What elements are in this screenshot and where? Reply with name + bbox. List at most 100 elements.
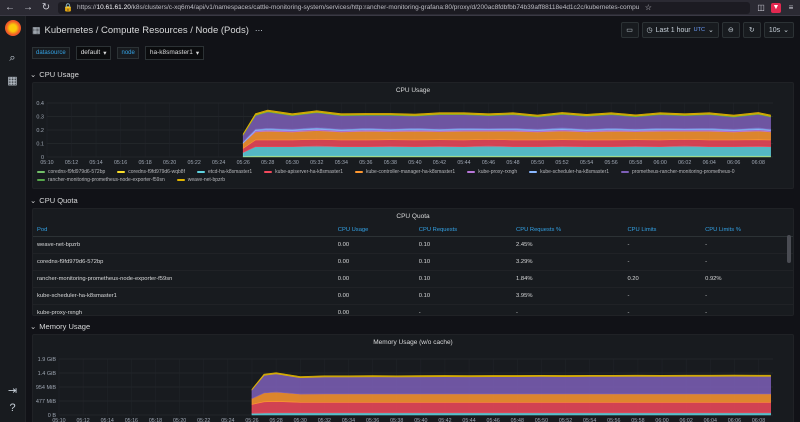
legend-item[interactable]: etcd-ha-k8smaster1 <box>196 169 252 175</box>
zoom-out-button[interactable]: ⊖ <box>721 22 740 38</box>
reload-icon[interactable]: ↻ <box>41 1 51 13</box>
x-tick-label: 05:58 <box>629 160 642 166</box>
refresh-interval-picker[interactable]: 10s ⌄ <box>763 22 794 38</box>
legend-label: weave-net-bpzrb <box>187 177 225 183</box>
cpu-quota-panel: CPU Quota Pod CPU Usage CPU Requests CPU Re… <box>32 208 794 316</box>
legend-swatch <box>117 171 126 173</box>
time-picker-button[interactable]: ◷ Last 1 hour UTC ⌄ <box>641 22 719 38</box>
help-icon[interactable]: ? <box>9 402 16 414</box>
panel-title[interactable]: Memory Usage (w/o cache) <box>373 339 453 346</box>
chevron-down-icon: ⌄ <box>30 69 37 79</box>
table-cell: - <box>512 304 624 315</box>
extension-shield-icon[interactable]: ▼ <box>771 2 781 13</box>
menu-icon[interactable]: ≡ <box>788 2 794 12</box>
row-cpu-quota[interactable]: ⌄ CPU Quota <box>30 195 78 205</box>
chevron-down-icon: ⌄ <box>30 321 37 331</box>
x-tick-label: 05:18 <box>149 418 162 422</box>
sign-in-icon[interactable]: ⇥ <box>7 384 18 397</box>
legend-swatch <box>176 179 185 181</box>
table-cell: 1.84% <box>512 270 624 288</box>
legend-item[interactable]: kube-scheduler-ha-k8smaster1 <box>529 169 609 175</box>
table-cell: - <box>414 304 513 315</box>
legend-item[interactable]: rancher-monitoring-prometheus-node-expor… <box>37 177 165 183</box>
x-tick-label: 05:36 <box>359 160 372 166</box>
refresh-interval-label: 10s <box>768 26 781 34</box>
column-header[interactable]: CPU Requests <box>414 224 513 237</box>
column-header[interactable]: CPU Usage <box>333 224 415 237</box>
table-cell: coredns-f9fd979d6-572bp <box>33 253 334 271</box>
datasource-variable-select[interactable]: default ▾ <box>75 46 112 60</box>
table-scrollbar[interactable] <box>787 235 791 263</box>
legend-item[interactable]: kube-controller-manager-ha-k8smaster1 <box>354 169 455 175</box>
x-tick-label: 05:16 <box>125 418 138 422</box>
y-tick-label: 1.4 GiB <box>38 371 57 377</box>
x-tick-label: 05:54 <box>580 160 593 166</box>
back-icon[interactable]: ← <box>5 1 15 13</box>
panel-title[interactable]: CPU Usage <box>395 87 431 94</box>
cpu-usage-legend: coredns-f9fd979d6-572bp coredns-f9fd979d6… <box>37 169 789 183</box>
x-tick-label: 06:04 <box>703 160 716 166</box>
node-variable-label: node <box>117 47 139 59</box>
legend-item[interactable]: coredns-f9fd979d6-572bp <box>37 169 105 175</box>
legend-item[interactable]: prometheus-rancher-monitoring-prometheus… <box>621 169 735 175</box>
forward-icon[interactable]: → <box>23 1 33 13</box>
sidebar: ⌕ ▦ ⇥ ? <box>0 16 26 422</box>
zoom-out-icon: ⊖ <box>727 27 734 34</box>
bookmark-star-icon[interactable]: ☆ <box>644 2 652 12</box>
node-variable-select[interactable]: ha-k8smaster1 ▾ <box>144 46 205 60</box>
legend-item[interactable]: kube-proxy-rxngh <box>467 169 517 175</box>
legend-item[interactable]: weave-net-bpzrb <box>176 177 225 183</box>
x-tick-label: 05:40 <box>408 160 421 166</box>
share-icon[interactable]: ⋯ <box>254 25 263 35</box>
cpu-usage-panel: CPU Usage 0 0.1 0.2 0.3 0.4 05:10 05:12 05:14 05… <box>32 82 794 189</box>
legend-label: kube-scheduler-ha-k8smaster1 <box>540 169 610 175</box>
tv-mode-button[interactable]: ▭ <box>620 22 639 38</box>
column-header[interactable]: CPU Limits % <box>701 224 793 237</box>
x-tick-label: 05:22 <box>197 418 210 422</box>
series-area-2 <box>242 145 771 157</box>
table-cell: 0.00 <box>333 236 415 254</box>
x-tick-label: 05:32 <box>318 418 331 422</box>
x-tick-label: 05:38 <box>390 418 403 422</box>
pocket-icon[interactable]: ◫ <box>757 2 765 12</box>
panel-title[interactable]: CPU Quota <box>396 213 430 220</box>
legend-item[interactable]: kube-apiserver-ha-k8smaster1 <box>264 169 343 175</box>
table-cell: rancher-monitoring-prometheus-node-expor… <box>33 270 334 288</box>
grafana-logo[interactable] <box>4 20 21 36</box>
x-tick-label: 05:56 <box>604 160 617 166</box>
x-tick-label: 05:14 <box>101 418 114 422</box>
table-cell: 0.00 <box>333 270 415 288</box>
row-memory-usage[interactable]: ⌄ Memory Usage <box>30 321 91 331</box>
x-tick-label: 05:46 <box>482 160 495 166</box>
address-bar[interactable]: 🔒 https://10.61.61.20/k8s/clusters/c-xq6… <box>58 1 750 14</box>
refresh-button[interactable]: ↻ <box>742 22 761 38</box>
x-tick-label: 05:20 <box>163 160 176 166</box>
legend-label: prometheus-rancher-monitoring-prometheus… <box>632 169 735 175</box>
search-icon[interactable]: ⌕ <box>9 51 16 64</box>
row-cpu-usage[interactable]: ⌄ CPU Usage <box>30 69 79 79</box>
x-tick-label: 06:02 <box>680 418 693 422</box>
timezone-label: UTC <box>693 27 705 33</box>
legend-label: coredns-f9fd979d6-572bp <box>48 169 106 175</box>
column-header[interactable]: Pod <box>33 224 334 237</box>
dashboard-grid-icon: ▦ <box>32 24 41 35</box>
table-cell: 0.20 <box>623 270 702 288</box>
x-tick-label: 05:44 <box>462 418 475 422</box>
column-header[interactable]: CPU Limits <box>623 224 702 237</box>
x-tick-label: 05:52 <box>559 418 572 422</box>
column-header[interactable]: CPU Requests % <box>512 224 624 237</box>
legend-item[interactable]: coredns-f9fd979d6-wqb8f <box>117 169 185 175</box>
dashboard-header: ▦ Kubernetes / Compute Resources / Node … <box>26 16 800 44</box>
x-tick-label: 05:10 <box>40 160 53 166</box>
x-tick-label: 05:28 <box>261 160 274 166</box>
page-title[interactable]: Kubernetes / Compute Resources / Node (P… <box>44 24 249 36</box>
x-tick-label: 06:00 <box>654 160 667 166</box>
x-tick-label: 05:48 <box>506 160 519 166</box>
legend-swatch <box>264 171 273 173</box>
x-tick-label: 05:16 <box>114 160 127 166</box>
chevron-down-icon: ⌄ <box>783 27 789 34</box>
legend-swatch <box>621 171 630 173</box>
x-tick-label: 05:26 <box>237 160 250 166</box>
dashboards-icon[interactable]: ▦ <box>7 74 18 87</box>
table-cell: - <box>701 287 793 305</box>
